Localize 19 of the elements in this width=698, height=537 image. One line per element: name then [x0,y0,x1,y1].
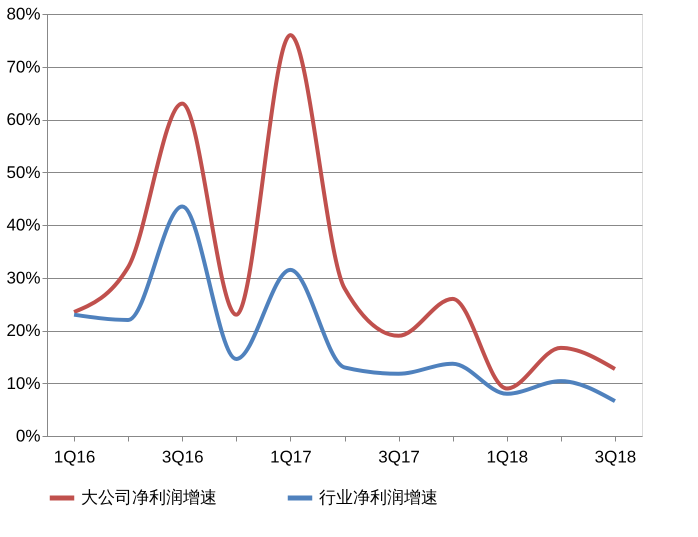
x-tick-label: 1Q16 [54,448,96,466]
y-tick-label: 0% [16,426,40,446]
x-tick-label: 3Q16 [162,448,204,466]
y-tick-label: 10% [6,374,40,393]
line-series [72,204,617,404]
legend-label: 大公司净利润增速 [81,488,217,508]
y-tick-label: 80% [6,4,40,24]
y-tick-label: 30% [6,268,40,288]
y-tick-label: 70% [6,57,40,76]
y-tick-label: 40% [6,216,40,234]
y-tick-label: 60% [6,110,40,129]
x-tick-label: 3Q17 [378,448,420,466]
y-tick-label: 50% [6,162,40,182]
legend-label: 行业净利润增速 [319,488,438,508]
line-series [72,33,617,391]
x-tick-label: 1Q17 [270,448,312,466]
x-tick-label: 3Q18 [594,448,636,466]
x-tick-label: 1Q18 [486,448,528,466]
y-tick-label: 20% [6,321,40,340]
